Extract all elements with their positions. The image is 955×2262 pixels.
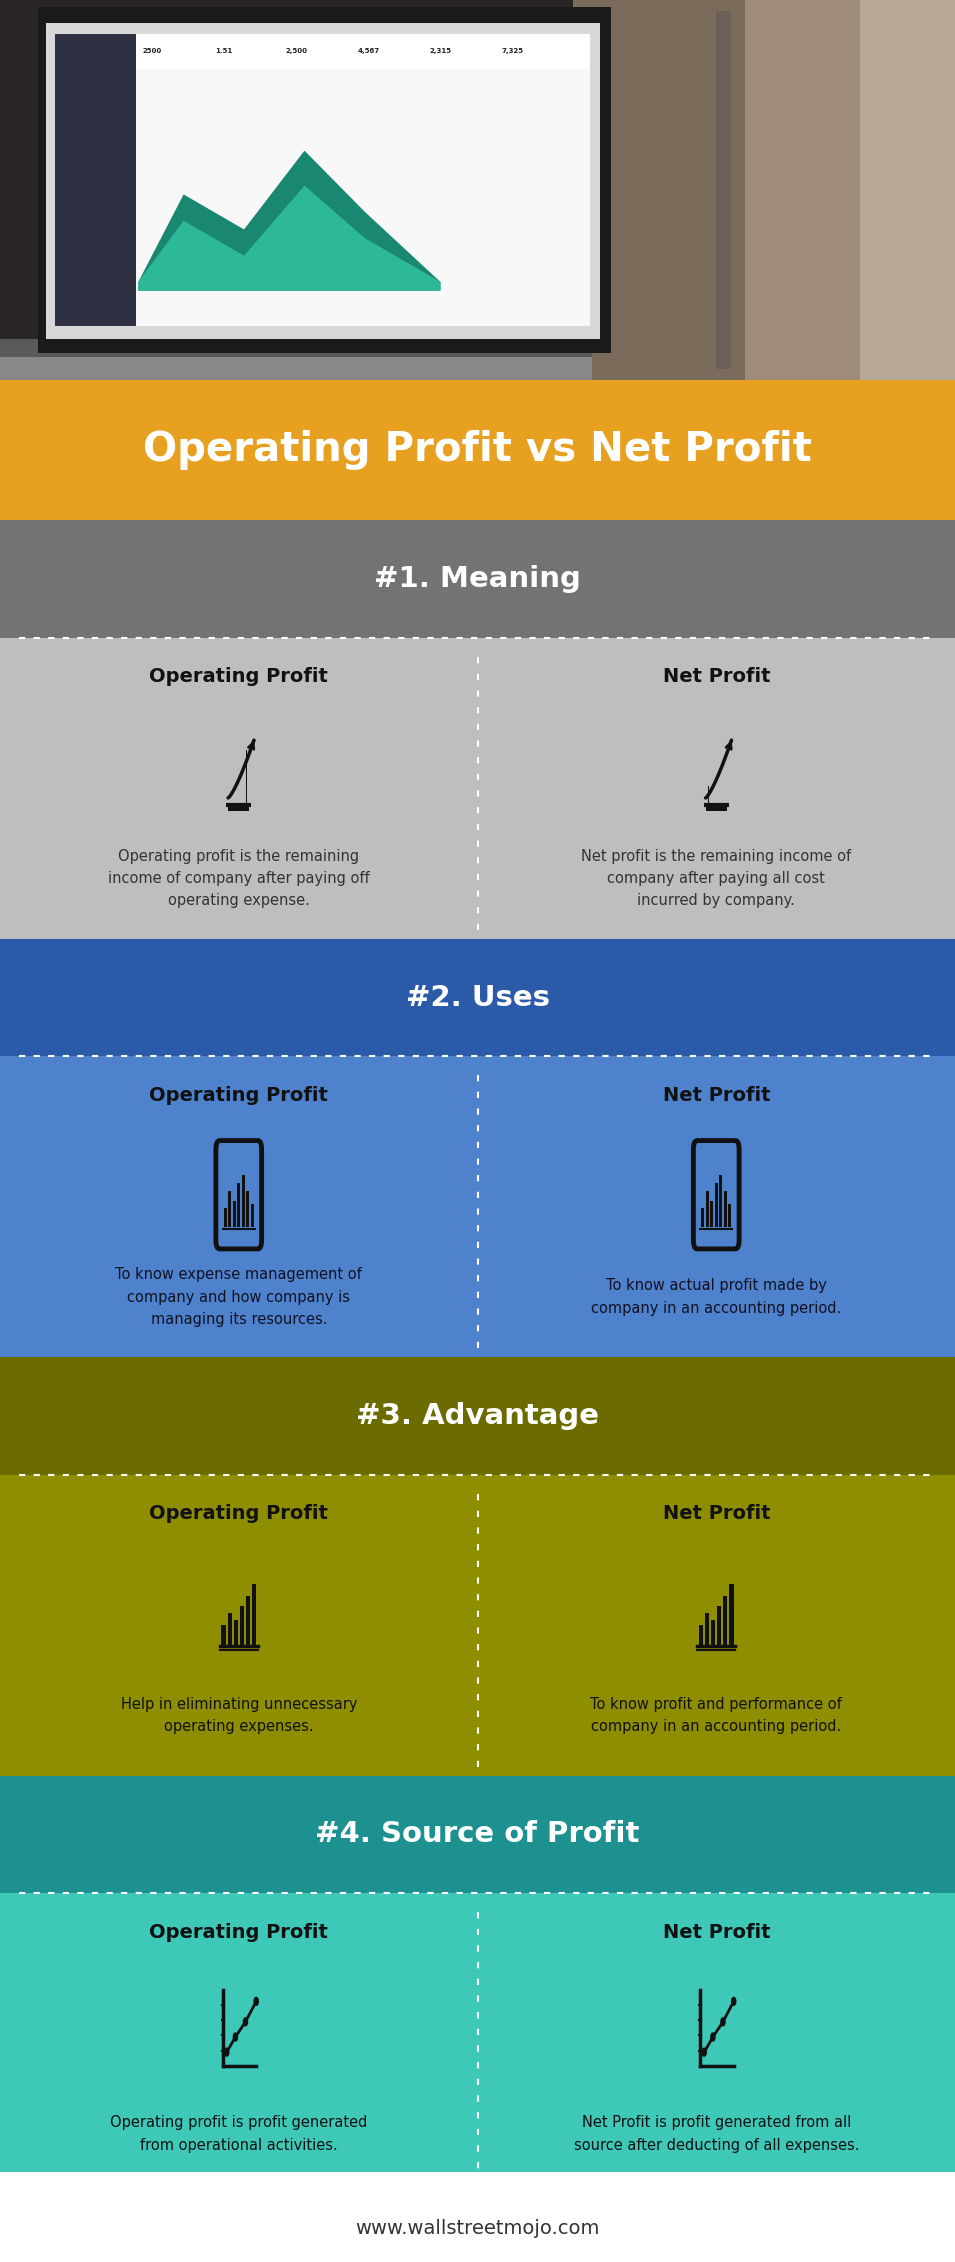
Text: Net Profit: Net Profit bbox=[663, 667, 770, 685]
Bar bbox=[233, 1201, 236, 1228]
Circle shape bbox=[704, 2052, 705, 2054]
Bar bbox=[228, 805, 249, 810]
Bar bbox=[573, 0, 955, 380]
Text: Operating profit is the remaining
income of company after paying off
operating e: Operating profit is the remaining income… bbox=[108, 848, 370, 909]
Bar bbox=[55, 34, 136, 326]
Text: Operating Profit: Operating Profit bbox=[149, 667, 329, 685]
Bar bbox=[0, 1357, 955, 1475]
Bar bbox=[705, 1613, 710, 1647]
Bar bbox=[0, 1776, 955, 1893]
Bar bbox=[716, 11, 731, 369]
Circle shape bbox=[732, 1997, 735, 2004]
Bar bbox=[730, 1583, 733, 1647]
Bar bbox=[706, 1192, 709, 1228]
Text: To know actual profit made by
company in an accounting period.: To know actual profit made by company in… bbox=[591, 1278, 841, 1316]
Circle shape bbox=[226, 2052, 227, 2054]
FancyBboxPatch shape bbox=[693, 1140, 739, 1249]
Bar bbox=[860, 0, 955, 380]
Circle shape bbox=[722, 2020, 724, 2022]
Polygon shape bbox=[138, 152, 440, 292]
Bar bbox=[252, 1583, 256, 1647]
Text: To know profit and performance of
company in an accounting period.: To know profit and performance of compan… bbox=[590, 1696, 842, 1735]
Circle shape bbox=[712, 2036, 713, 2038]
Text: 2500: 2500 bbox=[142, 48, 161, 54]
Text: 4,567: 4,567 bbox=[357, 48, 379, 54]
Circle shape bbox=[722, 2018, 724, 2024]
Text: Net Profit: Net Profit bbox=[663, 1923, 770, 1941]
Bar bbox=[55, 34, 590, 326]
Text: Net profit is the remaining income of
company after paying all cost
incurred by : Net profit is the remaining income of co… bbox=[582, 848, 851, 909]
Bar bbox=[724, 1192, 727, 1228]
Bar bbox=[719, 1176, 722, 1228]
Text: #1. Meaning: #1. Meaning bbox=[374, 566, 581, 593]
Bar bbox=[0, 380, 955, 520]
Bar bbox=[0, 939, 955, 1056]
Bar bbox=[0, 520, 955, 638]
Bar bbox=[234, 1620, 238, 1647]
Text: 1.51: 1.51 bbox=[215, 48, 232, 54]
Text: Help in eliminating unnecessary
operating expenses.: Help in eliminating unnecessary operatin… bbox=[120, 1696, 357, 1735]
Text: 2,315: 2,315 bbox=[430, 48, 452, 54]
Circle shape bbox=[703, 2049, 706, 2056]
Text: Operating profit is profit generated
from operational activities.: Operating profit is profit generated fro… bbox=[110, 2115, 368, 2153]
Bar bbox=[729, 1203, 731, 1228]
Bar bbox=[251, 1203, 253, 1228]
Bar bbox=[702, 1208, 704, 1228]
Text: Net Profit: Net Profit bbox=[663, 1086, 770, 1104]
Bar bbox=[228, 1192, 231, 1228]
Circle shape bbox=[256, 2000, 257, 2002]
Bar bbox=[745, 0, 955, 380]
Text: 2,500: 2,500 bbox=[285, 48, 308, 54]
Bar bbox=[0, 0, 955, 380]
FancyBboxPatch shape bbox=[216, 1140, 262, 1249]
Circle shape bbox=[255, 1997, 258, 2004]
Bar bbox=[0, 638, 955, 939]
Text: Operating Profit vs Net Profit: Operating Profit vs Net Profit bbox=[143, 430, 812, 470]
Text: Operating Profit: Operating Profit bbox=[149, 1086, 329, 1104]
Bar bbox=[222, 1624, 225, 1647]
Bar bbox=[0, 339, 592, 380]
Bar bbox=[242, 1176, 244, 1228]
Text: Net Profit is profit generated from all
source after deducting of all expenses.: Net Profit is profit generated from all … bbox=[574, 2115, 859, 2153]
Bar bbox=[227, 1613, 232, 1647]
Bar bbox=[706, 805, 727, 810]
Circle shape bbox=[711, 2034, 714, 2040]
Bar bbox=[136, 34, 590, 68]
Bar bbox=[0, 357, 592, 380]
Circle shape bbox=[244, 2018, 246, 2024]
Bar bbox=[711, 1620, 715, 1647]
Text: #4. Source of Profit: #4. Source of Profit bbox=[315, 1821, 640, 1848]
Text: #2. Uses: #2. Uses bbox=[406, 984, 549, 1011]
Bar bbox=[711, 1201, 713, 1228]
Circle shape bbox=[225, 2049, 228, 2056]
Bar bbox=[723, 1597, 728, 1647]
Bar bbox=[715, 1183, 717, 1228]
Bar bbox=[0, 2172, 955, 2262]
Bar bbox=[699, 1624, 703, 1647]
Bar bbox=[224, 1208, 226, 1228]
Circle shape bbox=[733, 2000, 734, 2002]
Circle shape bbox=[234, 2034, 237, 2040]
Bar bbox=[245, 1597, 250, 1647]
Bar bbox=[0, 1056, 955, 1357]
Bar bbox=[238, 1183, 240, 1228]
Text: Operating Profit: Operating Profit bbox=[149, 1504, 329, 1522]
Text: Operating Profit: Operating Profit bbox=[149, 1923, 329, 1941]
Circle shape bbox=[235, 2036, 236, 2038]
Bar bbox=[46, 23, 600, 339]
Text: www.wallstreetmojo.com: www.wallstreetmojo.com bbox=[355, 2219, 600, 2237]
Bar bbox=[38, 7, 611, 353]
Text: 7,325: 7,325 bbox=[501, 48, 523, 54]
Polygon shape bbox=[138, 185, 440, 292]
Text: #3. Advantage: #3. Advantage bbox=[356, 1402, 599, 1430]
Bar bbox=[246, 1192, 249, 1228]
Text: To know expense management of
company and how company is
managing its resources.: To know expense management of company an… bbox=[116, 1267, 362, 1328]
Circle shape bbox=[244, 2020, 246, 2022]
Bar bbox=[0, 1475, 955, 1776]
Text: Net Profit: Net Profit bbox=[663, 1504, 770, 1522]
Bar bbox=[0, 1893, 955, 2194]
Bar bbox=[717, 1606, 721, 1647]
Bar bbox=[240, 1606, 244, 1647]
